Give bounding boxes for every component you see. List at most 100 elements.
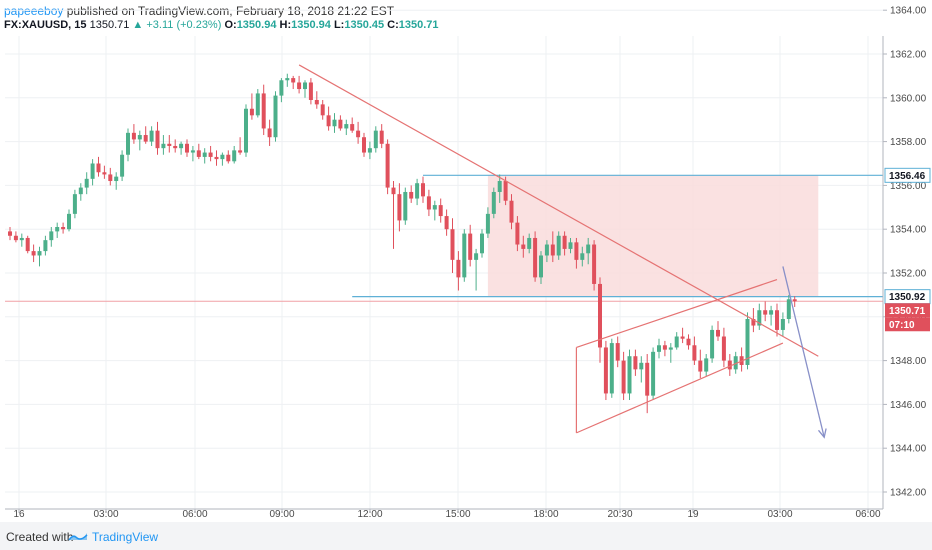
- candle-body: [574, 242, 579, 260]
- candle-body: [149, 130, 154, 142]
- candle-body: [43, 240, 48, 252]
- candle-body: [580, 253, 585, 260]
- candle-body: [261, 93, 266, 129]
- candle-body: [279, 80, 284, 96]
- candle-body: [114, 176, 119, 182]
- candle-body: [356, 130, 361, 138]
- candle-body: [19, 237, 24, 241]
- candle-body: [90, 163, 95, 179]
- candle-body: [609, 343, 614, 394]
- candle-body: [409, 191, 414, 199]
- arrow-head: [817, 428, 827, 439]
- candle-body: [108, 174, 113, 182]
- open-value: 1350.94: [236, 19, 277, 31]
- price-tag-label: 1350.92: [889, 292, 926, 303]
- candle-body: [539, 255, 543, 278]
- candle-body: [721, 336, 726, 361]
- candle-body: [120, 154, 125, 177]
- candle-body: [757, 310, 762, 326]
- time-tick-label: 20:30: [607, 509, 632, 520]
- candle-body: [426, 196, 431, 210]
- candle-body: [763, 310, 768, 315]
- candle-body: [55, 227, 60, 232]
- price-tick-label: 1354.00: [890, 225, 927, 236]
- time-axis[interactable]: 16 03:00 06:00 09:00 12:00 15:00 18:00 20:30 19 0…: [13, 509, 881, 520]
- low-value: 1350.45: [344, 19, 385, 31]
- candle-body: [657, 345, 661, 352]
- candle-body: [710, 329, 715, 359]
- close-label: C:: [387, 19, 399, 31]
- candle-body: [786, 299, 791, 319]
- price-tag-label: 07:10: [889, 320, 915, 331]
- candle-body: [385, 143, 390, 188]
- price-tick-label: 1346.00: [890, 400, 927, 411]
- candle-body: [255, 93, 260, 116]
- candles: [8, 73, 797, 414]
- candle-body: [179, 143, 184, 149]
- candle-body: [668, 347, 673, 350]
- candle-body: [167, 143, 172, 146]
- candle-body: [344, 124, 349, 129]
- symbol-label: FX:XAUUSD, 15: [4, 19, 87, 31]
- candle-body: [362, 137, 366, 153]
- candle-body: [692, 345, 697, 361]
- candle-body: [291, 78, 296, 83]
- candle-body: [503, 181, 508, 201]
- arrow-shaft: [782, 266, 825, 438]
- price-tick-label: 1348.00: [890, 356, 927, 367]
- candle-body: [96, 163, 101, 173]
- tradingview-brand-link[interactable]: TradingView: [92, 530, 159, 544]
- candle-body: [49, 231, 54, 241]
- price-tag-label: 1356.46: [889, 171, 926, 182]
- price-axis[interactable]: 1342.001344.001346.001348.001350.001352.…: [883, 6, 927, 499]
- time-tick-label: 19: [687, 509, 699, 520]
- candle-body: [627, 356, 632, 394]
- candle-body: [645, 362, 650, 396]
- candle-body: [84, 178, 89, 188]
- price-tag-box: [885, 317, 930, 332]
- candle-body: [533, 237, 538, 278]
- candle-body: [568, 242, 573, 249]
- candle-body: [37, 251, 42, 256]
- candle-body: [456, 259, 461, 278]
- last-price: 1350.71: [89, 19, 130, 31]
- time-tick-label: 16: [13, 509, 25, 520]
- candle-body: [639, 362, 644, 370]
- candle-body: [78, 187, 83, 195]
- candle-body: [273, 95, 278, 138]
- candle-body: [780, 318, 785, 330]
- author-link[interactable]: papeeeboy: [4, 4, 64, 18]
- candle-body: [550, 244, 555, 256]
- candle-body: [792, 299, 797, 302]
- price-tick-label: 1342.00: [890, 488, 927, 499]
- candle-body: [603, 347, 608, 394]
- created-with-text: Created with: [6, 530, 74, 544]
- time-tick-label: 06:00: [182, 509, 207, 520]
- candle-body: [521, 244, 526, 249]
- candle-body: [515, 222, 520, 245]
- candle-body: [297, 82, 302, 90]
- publish-line: papeeeboy published on TradingView.com, …: [4, 4, 394, 18]
- price-tag-box: [885, 303, 930, 318]
- price-tick-label: 1356.00: [890, 181, 927, 192]
- candle-body: [391, 187, 396, 195]
- candle-body: [462, 233, 467, 278]
- candle-body: [397, 194, 402, 221]
- candle-body: [143, 135, 148, 142]
- candle-body: [751, 318, 756, 326]
- candle-body: [102, 172, 107, 175]
- candle-body: [161, 143, 166, 149]
- candle-body: [31, 251, 36, 256]
- price-chart[interactable]: 1342.001344.001346.001348.001350.001352.…: [0, 0, 932, 522]
- trend-line: [576, 279, 778, 349]
- chart-header: papeeeboy published on TradingView.com, …: [0, 0, 932, 36]
- candle-body: [238, 150, 243, 153]
- high-label: H:: [279, 19, 292, 31]
- time-tick-label: 15:00: [445, 509, 470, 520]
- open-label: O:: [224, 19, 237, 31]
- trend-line: [298, 64, 819, 357]
- candle-body: [716, 329, 720, 337]
- candle-body: [25, 237, 30, 252]
- resistance-zone: [487, 175, 819, 297]
- footer-bar: Created with TradingView: [0, 522, 932, 550]
